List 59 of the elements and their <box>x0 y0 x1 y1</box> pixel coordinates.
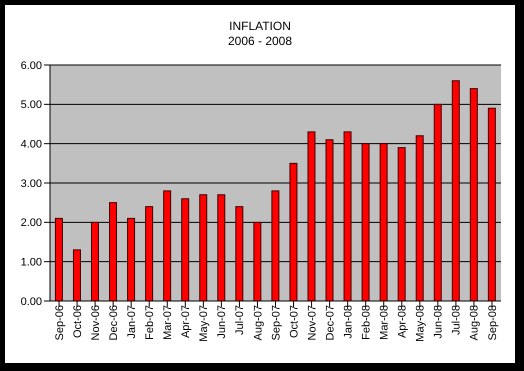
y-tick-label: 1.00 <box>20 256 42 269</box>
chart-subtitle: 2006 - 2008 <box>226 34 294 49</box>
bar <box>253 222 262 301</box>
chart-title: INFLATION <box>228 19 292 34</box>
bar <box>235 206 244 301</box>
bar <box>271 190 280 301</box>
y-tick-label: 0.00 <box>20 296 42 308</box>
x-tick-label: Sep-08 <box>486 305 499 340</box>
x-tick-label: Jul-07 <box>234 305 246 335</box>
bar <box>380 143 388 301</box>
x-tick-label: Sep-07 <box>270 305 282 340</box>
bar <box>90 222 99 301</box>
x-tick-label: Dec-06 <box>108 305 120 340</box>
bar <box>127 218 136 301</box>
x-tick-label: Sep-06 <box>54 305 66 340</box>
x-tick-label: Oct-06 <box>72 305 84 338</box>
x-tick-label: Mar-07 <box>162 305 174 340</box>
bar <box>217 194 226 301</box>
y-tick-label: 2.00 <box>20 217 42 230</box>
bar <box>398 147 406 301</box>
bar <box>344 131 352 301</box>
x-tick-label: May-07 <box>198 305 210 342</box>
bar <box>163 190 172 301</box>
x-tick-label: Jun-08 <box>432 305 445 339</box>
x-tick-label: Nov-07 <box>306 305 318 340</box>
x-tick-label: Jan-08 <box>342 305 354 339</box>
x-tick-label: Jun-07 <box>216 305 228 339</box>
y-tick-label: 5.00 <box>20 99 42 112</box>
bar <box>289 162 298 301</box>
x-tick-label: May-08 <box>414 305 427 342</box>
x-tick-label: Aug-08 <box>468 305 481 340</box>
x-tick-label: Feb-07 <box>144 305 156 340</box>
bar <box>434 104 442 301</box>
x-tick-label: Dec-07 <box>324 305 336 340</box>
bar <box>145 206 154 301</box>
x-tick-label: Feb-08 <box>360 305 373 340</box>
y-tick-label: 3.00 <box>20 178 42 190</box>
bar <box>307 131 316 301</box>
x-tick-label: Jul-08 <box>450 305 463 335</box>
x-tick-label: Apr-08 <box>396 305 409 338</box>
bar <box>326 139 334 301</box>
bar <box>109 202 118 301</box>
x-tick-label: Oct-07 <box>288 305 300 338</box>
bar <box>362 143 370 301</box>
y-tick-label: 6.00 <box>20 60 42 72</box>
x-tick-label: Mar-08 <box>378 305 391 340</box>
bar <box>470 88 478 301</box>
bar <box>488 108 496 301</box>
bar <box>54 218 63 301</box>
x-tick-label: Aug-07 <box>252 305 264 340</box>
x-tick-label: Nov-06 <box>90 305 102 340</box>
bar <box>72 249 81 301</box>
x-tick-label: Jan-07 <box>126 305 138 339</box>
bar <box>452 80 460 301</box>
bar <box>181 198 190 301</box>
y-tick-label: 4.00 <box>20 138 42 151</box>
bar <box>199 194 208 301</box>
x-tick-label: Apr-07 <box>180 305 192 338</box>
bar <box>416 135 424 301</box>
